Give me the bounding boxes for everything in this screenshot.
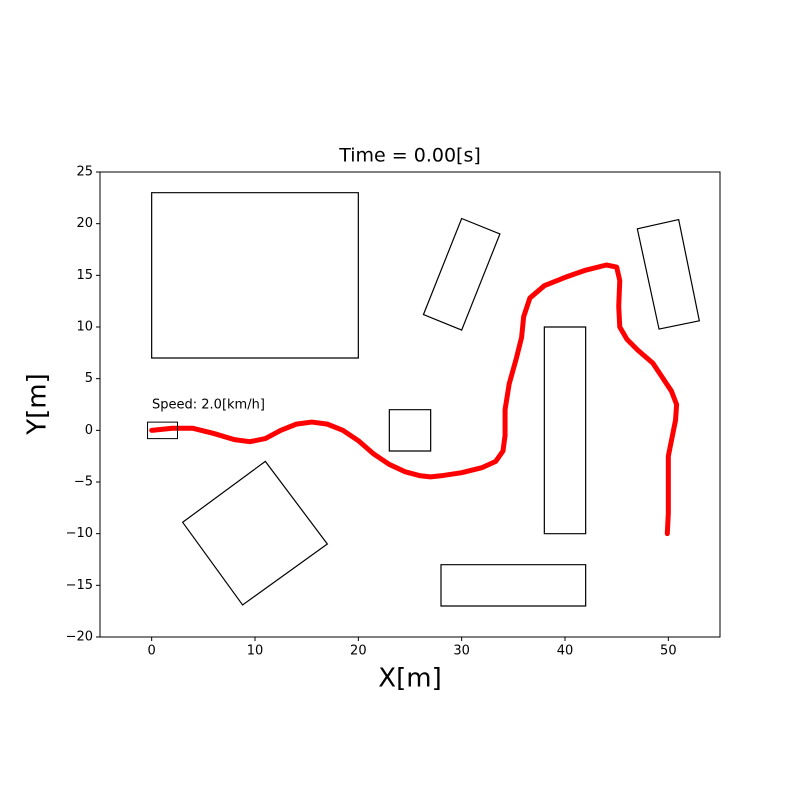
y-axis-label: Y[m] [23, 373, 53, 436]
y-tick-label: 0 [85, 423, 93, 438]
obstacle [543, 326, 587, 535]
x-tick-label: 20 [350, 644, 367, 659]
y-tick-label: 5 [85, 371, 93, 386]
y-tick-label: 25 [76, 165, 93, 180]
obstacle [151, 192, 359, 359]
annotation: Speed: 2.0[km/h] [152, 398, 265, 413]
obstacle [636, 218, 701, 330]
y-tick-label: −10 [66, 526, 93, 541]
y-tick-label: −20 [66, 630, 93, 645]
chart-title: Time = 0.00[s] [338, 145, 481, 167]
x-tick-label: 50 [660, 644, 677, 659]
x-tick-label: 0 [148, 644, 156, 659]
y-tick-label: 15 [76, 268, 93, 283]
y-tick-label: −15 [66, 578, 93, 593]
y-tick-label: 20 [76, 216, 93, 231]
obstacle [388, 409, 432, 452]
obstacle [181, 460, 329, 606]
plot-frame [99, 171, 721, 638]
x-tick-label: 30 [453, 644, 470, 659]
path-line [149, 262, 680, 537]
y-tick-label: −5 [74, 475, 93, 490]
y-tick-label: 10 [76, 320, 93, 335]
obstacle [422, 217, 501, 331]
obstacle [440, 564, 587, 607]
x-tick-label: 40 [557, 644, 574, 659]
x-axis-label: X[m] [378, 664, 441, 694]
vehicle [147, 421, 178, 440]
x-tick-label: 10 [247, 644, 264, 659]
